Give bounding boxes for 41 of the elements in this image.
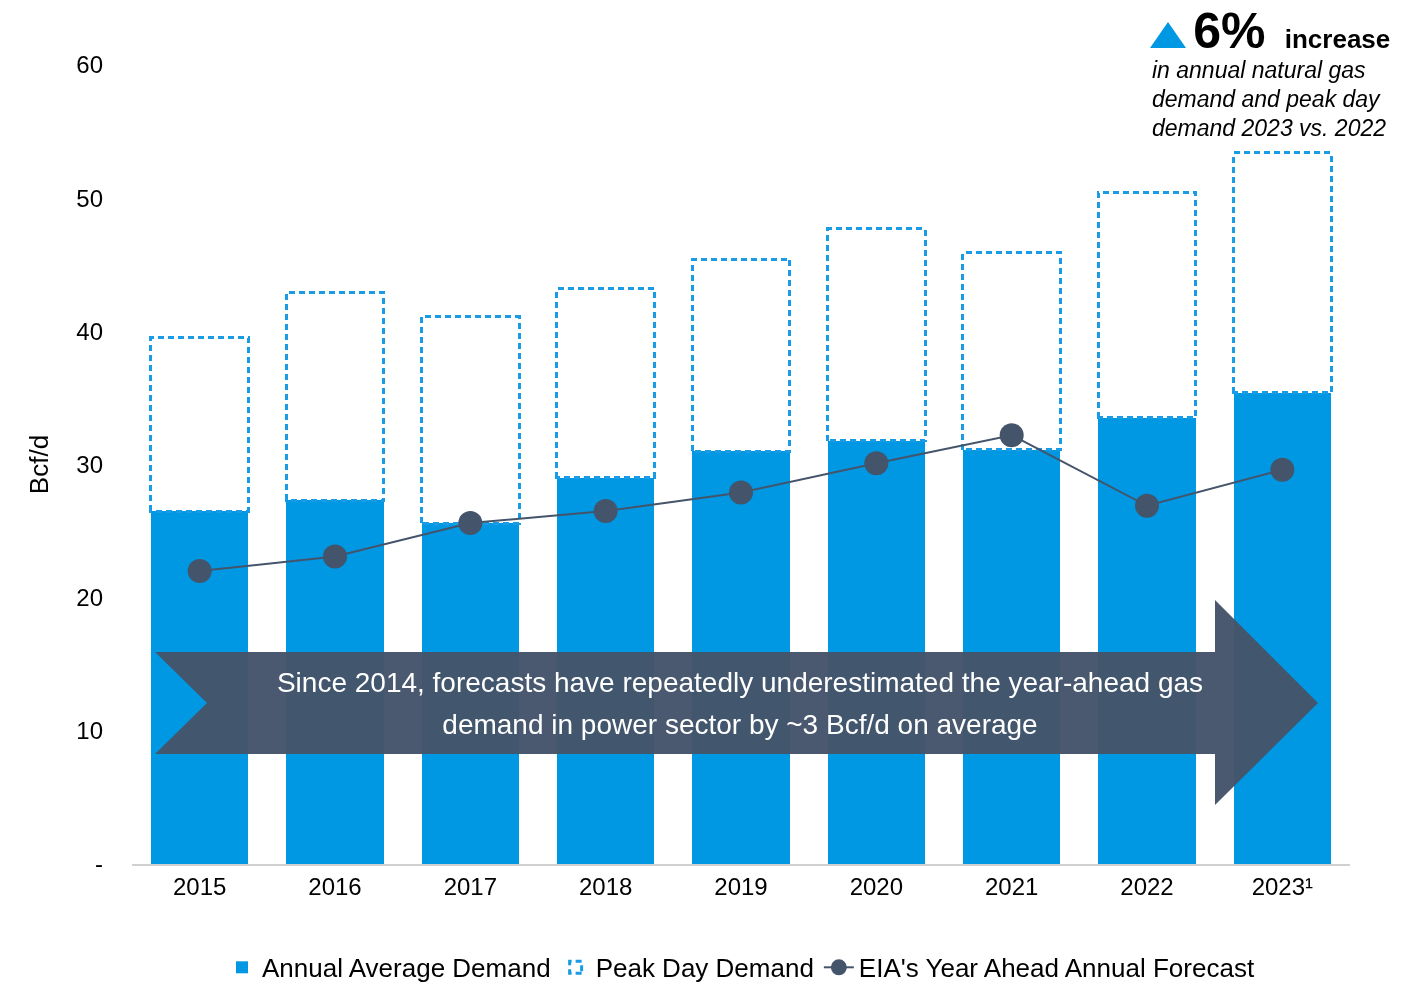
y-tick-label: 40 [76, 317, 103, 345]
point [729, 480, 753, 505]
point [323, 544, 347, 569]
y-tick-label: 60 [76, 51, 103, 79]
x-tick-label: 2018 [578, 872, 633, 900]
point [458, 511, 483, 536]
bar [420, 315, 521, 525]
x-tick-label: 2022 [1120, 872, 1174, 900]
x-tick-label: 2019 [714, 872, 768, 900]
bar [1096, 191, 1198, 420]
y-axis-title: Bcf/d [23, 434, 54, 495]
bar [961, 251, 1062, 452]
x-tick-label: 2023¹ [1251, 872, 1314, 900]
point [187, 559, 212, 584]
x-tick-label: 2021 [984, 872, 1039, 900]
bar [284, 291, 386, 502]
bar [690, 257, 792, 453]
annotation: Since 2014, forecasts have repeatedly underestimated the year-ahead gas demand in power sector by ~3 Bcf/d on average [275, 666, 1205, 742]
x-tick-label: 2016 [308, 872, 362, 900]
bar [555, 287, 656, 480]
y-tick-label: 10 [76, 717, 103, 745]
x-tick-label: 2020 [849, 872, 904, 900]
y-tick-label: 50 [76, 184, 103, 212]
point [593, 499, 618, 524]
point [1270, 457, 1295, 482]
annotation: in annual natural gas demand and peak day demand 2023 vs. 2022 [1152, 56, 1387, 143]
bar [149, 336, 250, 513]
y-tick-label: 20 [76, 584, 103, 612]
x-tick-label: 2017 [443, 872, 498, 900]
point [864, 451, 889, 476]
x-tick-label: 2015 [172, 872, 227, 900]
bar [826, 227, 927, 443]
y-tick-label: - [95, 850, 103, 878]
legend-label: EIA's Year Ahead Annual Forecast [858, 953, 1255, 984]
y-tick-label: 30 [76, 450, 103, 478]
bar [1232, 151, 1333, 395]
legend-label: Annual Average Demand [262, 953, 551, 984]
text: 6% increase [1193, 3, 1391, 59]
point [999, 423, 1024, 448]
point [1135, 493, 1159, 518]
legend-label: Peak Day Demand [595, 953, 814, 984]
